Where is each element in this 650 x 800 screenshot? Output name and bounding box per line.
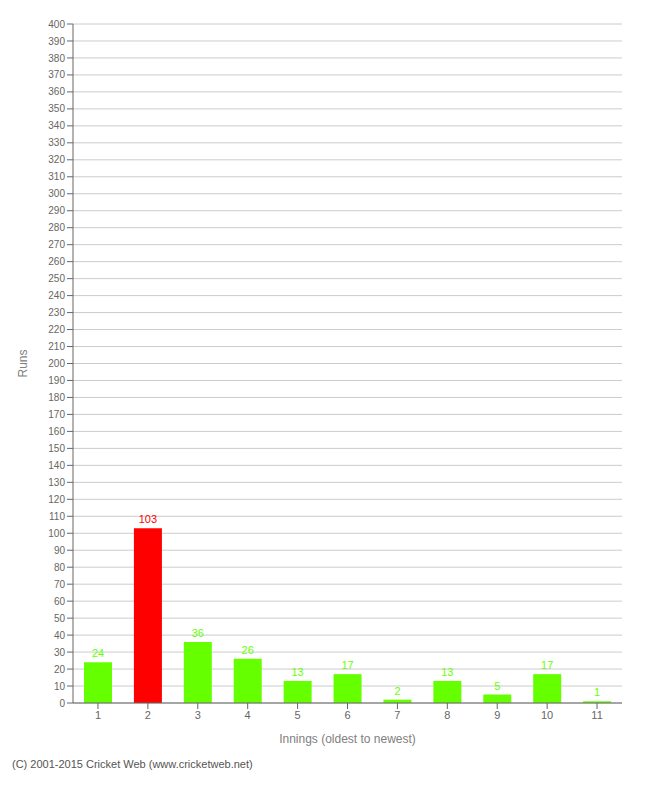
svg-text:230: 230: [48, 307, 65, 318]
html-text:(C) 2001-2015 Cricket Web (www: (C) 2001-2015 Cricket Web (www.cricketwe…: [12, 758, 253, 770]
svg-text:220: 220: [48, 324, 65, 335]
svg-text:340: 340: [48, 120, 65, 131]
svg-text:320: 320: [48, 154, 65, 165]
svg-text:10: 10: [54, 681, 66, 692]
svg-text:250: 250: [48, 273, 65, 284]
svg-text:103: 103: [139, 513, 157, 525]
svg-text:36: 36: [192, 627, 204, 639]
svg-text:20: 20: [54, 664, 66, 675]
svg-text:13: 13: [292, 666, 304, 678]
svg-text:140: 140: [48, 460, 65, 471]
svg-text:390: 390: [48, 36, 65, 47]
svg-text:13: 13: [441, 666, 453, 678]
svg-text:80: 80: [54, 562, 66, 573]
svg-text:2: 2: [145, 709, 151, 721]
svg-text:240: 240: [48, 290, 65, 301]
svg-text:5: 5: [494, 680, 500, 692]
svg-text:40: 40: [54, 630, 66, 641]
svg-text:300: 300: [48, 188, 65, 199]
svg-text:50: 50: [54, 613, 66, 624]
svg-text:17: 17: [541, 659, 553, 671]
svg-text:200: 200: [48, 358, 65, 369]
svg-text:1: 1: [95, 709, 101, 721]
svg-text:280: 280: [48, 222, 65, 233]
svg-text:24: 24: [92, 647, 104, 659]
svg-text:9: 9: [494, 709, 500, 721]
svg-text:0: 0: [59, 698, 65, 709]
svg-text:330: 330: [48, 137, 65, 148]
svg-text:180: 180: [48, 392, 65, 403]
svg-text:30: 30: [54, 647, 66, 658]
svg-text:400: 400: [48, 19, 65, 30]
svg-text:Runs: Runs: [16, 349, 30, 377]
svg-text:11: 11: [591, 709, 602, 721]
svg-text:360: 360: [48, 86, 65, 97]
svg-text:2: 2: [394, 685, 400, 697]
svg-text:110: 110: [49, 511, 65, 522]
svg-text:130: 130: [48, 477, 65, 488]
svg-text:10: 10: [541, 709, 553, 721]
svg-text:60: 60: [54, 596, 66, 607]
svg-text:290: 290: [48, 205, 65, 216]
svg-text:170: 170: [48, 409, 65, 420]
svg-text:150: 150: [48, 443, 65, 454]
svg-text:6: 6: [344, 709, 350, 721]
svg-text:70: 70: [54, 579, 66, 590]
svg-text:100: 100: [48, 528, 65, 539]
svg-text:4: 4: [245, 709, 251, 721]
svg-text:Innings (oldest to newest): Innings (oldest to newest): [279, 732, 416, 746]
svg-text:370: 370: [48, 69, 65, 80]
svg-text:350: 350: [48, 103, 65, 114]
svg-text:17: 17: [341, 659, 353, 671]
svg-text:120: 120: [48, 494, 65, 505]
svg-text:3: 3: [195, 709, 201, 721]
svg-text:380: 380: [48, 53, 65, 64]
svg-text:270: 270: [48, 239, 65, 250]
svg-text:1: 1: [594, 686, 600, 698]
svg-text:90: 90: [54, 545, 66, 556]
svg-text:310: 310: [48, 171, 65, 182]
svg-text:160: 160: [48, 426, 65, 437]
svg-text:7: 7: [394, 709, 400, 721]
svg-text:26: 26: [242, 644, 254, 656]
svg-text:210: 210: [48, 341, 65, 352]
svg-text:260: 260: [48, 256, 65, 267]
svg-text:5: 5: [295, 709, 301, 721]
svg-text:8: 8: [444, 709, 450, 721]
svg-text:190: 190: [48, 375, 65, 386]
